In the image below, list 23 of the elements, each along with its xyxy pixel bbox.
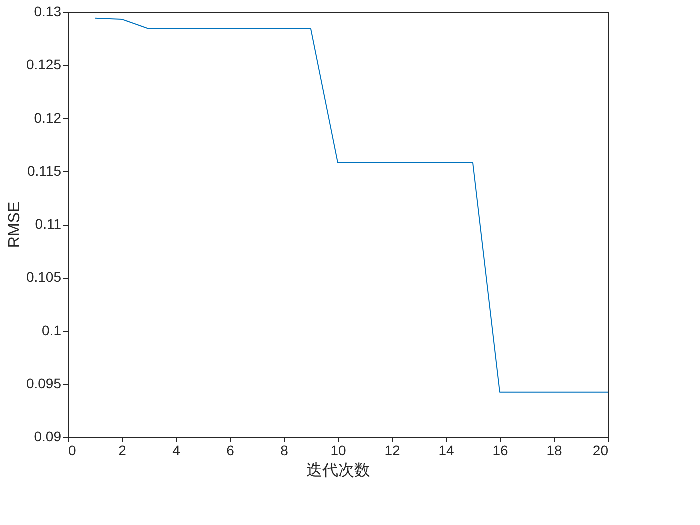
y-tick-label: 0.09 (34, 428, 62, 444)
y-tick-label: 0.105 (26, 269, 62, 286)
x-tick-label: 6 (226, 442, 235, 458)
x-tick-label: 8 (280, 442, 289, 458)
x-tick-label: 0 (68, 442, 76, 458)
y-tick-label: 0.125 (26, 56, 62, 73)
x-tick-label: 20 (592, 442, 609, 458)
x-tick-label: 18 (546, 442, 562, 458)
x-axis-title: 迭代次数 (306, 462, 370, 480)
line-series (94, 18, 608, 393)
x-tick-label: 14 (438, 442, 454, 458)
x-tick-label: 10 (330, 442, 346, 458)
y-tick-label: 0.1 (42, 322, 62, 338)
x-tick-label: 2 (118, 442, 127, 458)
y-tick-label: 0.115 (28, 162, 62, 179)
y-axis-title: RMSE (6, 202, 24, 248)
y-tick-label: 0.13 (34, 4, 62, 20)
y-tick-label: 0.12 (34, 110, 62, 126)
x-tick-label: 12 (384, 442, 400, 458)
x-tick-label: 16 (492, 442, 508, 458)
x-tick-label: 4 (172, 442, 181, 458)
y-tick-label: 0.11 (35, 216, 62, 232)
y-tick-label: 0.095 (26, 375, 62, 392)
